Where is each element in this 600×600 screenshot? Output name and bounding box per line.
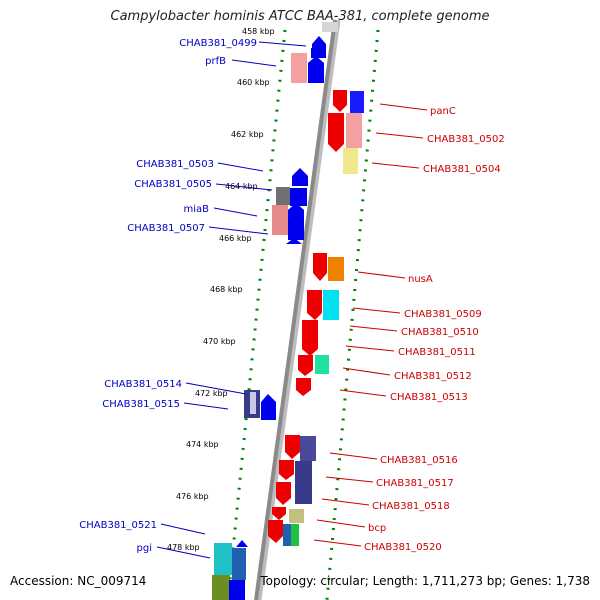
gene-label-nusa[interactable]: nusA bbox=[408, 274, 433, 285]
gene-arrow bbox=[308, 56, 324, 83]
gene-label-miab[interactable]: miaB bbox=[183, 204, 209, 215]
gene-label-pgi[interactable]: pgi bbox=[137, 543, 152, 554]
ruler-label: 478 kbp bbox=[167, 543, 200, 552]
gene-label-chab381-0516[interactable]: CHAB381_0516 bbox=[380, 455, 458, 466]
gene-arrow bbox=[296, 378, 311, 396]
ruler-label: 468 kbp bbox=[210, 285, 243, 294]
gene-label-bcp[interactable]: bcp bbox=[368, 523, 386, 534]
gene-block bbox=[350, 91, 364, 113]
gene-block bbox=[214, 543, 232, 575]
gene-block bbox=[323, 290, 339, 320]
gene-arrow bbox=[328, 113, 344, 152]
right-gene-labels: panC CHAB381_0502 CHAB381_0504 nusA CHAB… bbox=[364, 106, 505, 553]
gene-block bbox=[291, 524, 299, 546]
gene-arrow bbox=[261, 394, 276, 420]
gene-label-chab381-0512[interactable]: CHAB381_0512 bbox=[394, 371, 472, 382]
gene-block bbox=[229, 580, 245, 600]
ruler-label: 458 kbp bbox=[242, 27, 275, 36]
gene-block bbox=[232, 548, 246, 580]
gene-label-panc[interactable]: panC bbox=[430, 106, 456, 117]
gene-label-chab381-0515[interactable]: CHAB381_0515 bbox=[102, 399, 180, 410]
gene-label-chab381-0517[interactable]: CHAB381_0517 bbox=[376, 478, 454, 489]
gene-label-chab381-0509[interactable]: CHAB381_0509 bbox=[404, 309, 482, 320]
gene-arrow bbox=[272, 507, 286, 520]
gene-block bbox=[346, 113, 362, 148]
gene-arrow bbox=[313, 253, 327, 281]
gene-block bbox=[343, 148, 358, 174]
gene-block bbox=[250, 392, 256, 414]
genome-backbone bbox=[254, 19, 337, 600]
genome-stats-label: Topology: circular; Length: 1,711,273 bp… bbox=[260, 574, 590, 588]
gene-arrow bbox=[312, 36, 326, 48]
gene-arrow bbox=[333, 90, 347, 112]
ruler-label: 470 kbp bbox=[203, 337, 236, 346]
gene-block bbox=[311, 48, 326, 58]
right-leader-lines bbox=[313, 103, 428, 547]
left-features bbox=[212, 36, 326, 600]
ruler-label: 460 kbp bbox=[237, 78, 270, 87]
gene-label-chab381-0505[interactable]: CHAB381_0505 bbox=[134, 179, 212, 190]
gene-label-chab381-0504[interactable]: CHAB381_0504 bbox=[423, 164, 501, 175]
gene-label-chab381-0507[interactable]: CHAB381_0507 bbox=[127, 223, 205, 234]
gene-label-chab381-0502[interactable]: CHAB381_0502 bbox=[427, 134, 505, 145]
gene-block bbox=[328, 257, 344, 281]
accession-label: Accession: NC_009714 bbox=[10, 574, 147, 588]
gene-arrow bbox=[236, 540, 248, 547]
right-features bbox=[268, 90, 364, 546]
gene-label-chab381-0520[interactable]: CHAB381_0520 bbox=[364, 542, 442, 553]
gene-block bbox=[291, 53, 307, 83]
gene-block bbox=[300, 436, 316, 461]
gene-label-chab381-0514[interactable]: CHAB381_0514 bbox=[104, 379, 182, 390]
gene-arrow bbox=[288, 203, 304, 240]
top-arrow-marker bbox=[322, 22, 338, 32]
gene-arrow bbox=[298, 355, 313, 376]
gene-arrow bbox=[292, 168, 308, 186]
gene-arrow bbox=[302, 320, 318, 356]
gene-block bbox=[272, 205, 288, 235]
gene-block bbox=[289, 509, 304, 523]
ruler-label: 466 kbp bbox=[219, 234, 252, 243]
gene-block bbox=[290, 188, 307, 206]
gene-label-chab381-0513[interactable]: CHAB381_0513 bbox=[390, 392, 468, 403]
ruler-label: 474 kbp bbox=[186, 440, 219, 449]
ruler-label: 462 kbp bbox=[231, 130, 264, 139]
gene-block bbox=[315, 355, 329, 374]
gene-arrow bbox=[268, 520, 283, 543]
gene-block bbox=[276, 187, 290, 205]
gene-label-chab381-0499[interactable]: CHAB381_0499 bbox=[179, 38, 257, 49]
gene-block bbox=[212, 575, 230, 600]
gene-label-chab381-0510[interactable]: CHAB381_0510 bbox=[401, 327, 479, 338]
left-leader-lines bbox=[156, 41, 307, 559]
gene-label-prfb[interactable]: prfB bbox=[205, 56, 226, 67]
gene-label-chab381-0511[interactable]: CHAB381_0511 bbox=[398, 347, 476, 358]
gene-arrow bbox=[307, 290, 322, 320]
gene-arrow bbox=[279, 460, 294, 480]
gene-block bbox=[283, 524, 291, 546]
gene-block bbox=[295, 461, 312, 504]
ruler-label: 472 kbp bbox=[195, 389, 228, 398]
ruler-label: 476 kbp bbox=[176, 492, 209, 501]
gene-label-chab381-0503[interactable]: CHAB381_0503 bbox=[136, 159, 214, 170]
gene-label-chab381-0518[interactable]: CHAB381_0518 bbox=[372, 501, 450, 512]
left-gene-labels: CHAB381_0499 prfB CHAB381_0503 CHAB381_0… bbox=[79, 38, 257, 554]
ruler-labels: 458 kbp 460 kbp 462 kbp 464 kbp 466 kbp … bbox=[167, 27, 275, 552]
gene-label-chab381-0521[interactable]: CHAB381_0521 bbox=[79, 520, 157, 531]
gene-arrow bbox=[286, 238, 302, 244]
gene-arrow bbox=[276, 482, 291, 505]
gene-arrow bbox=[285, 435, 300, 459]
map-title: Campylobacter hominis ATCC BAA-381, comp… bbox=[110, 9, 490, 24]
